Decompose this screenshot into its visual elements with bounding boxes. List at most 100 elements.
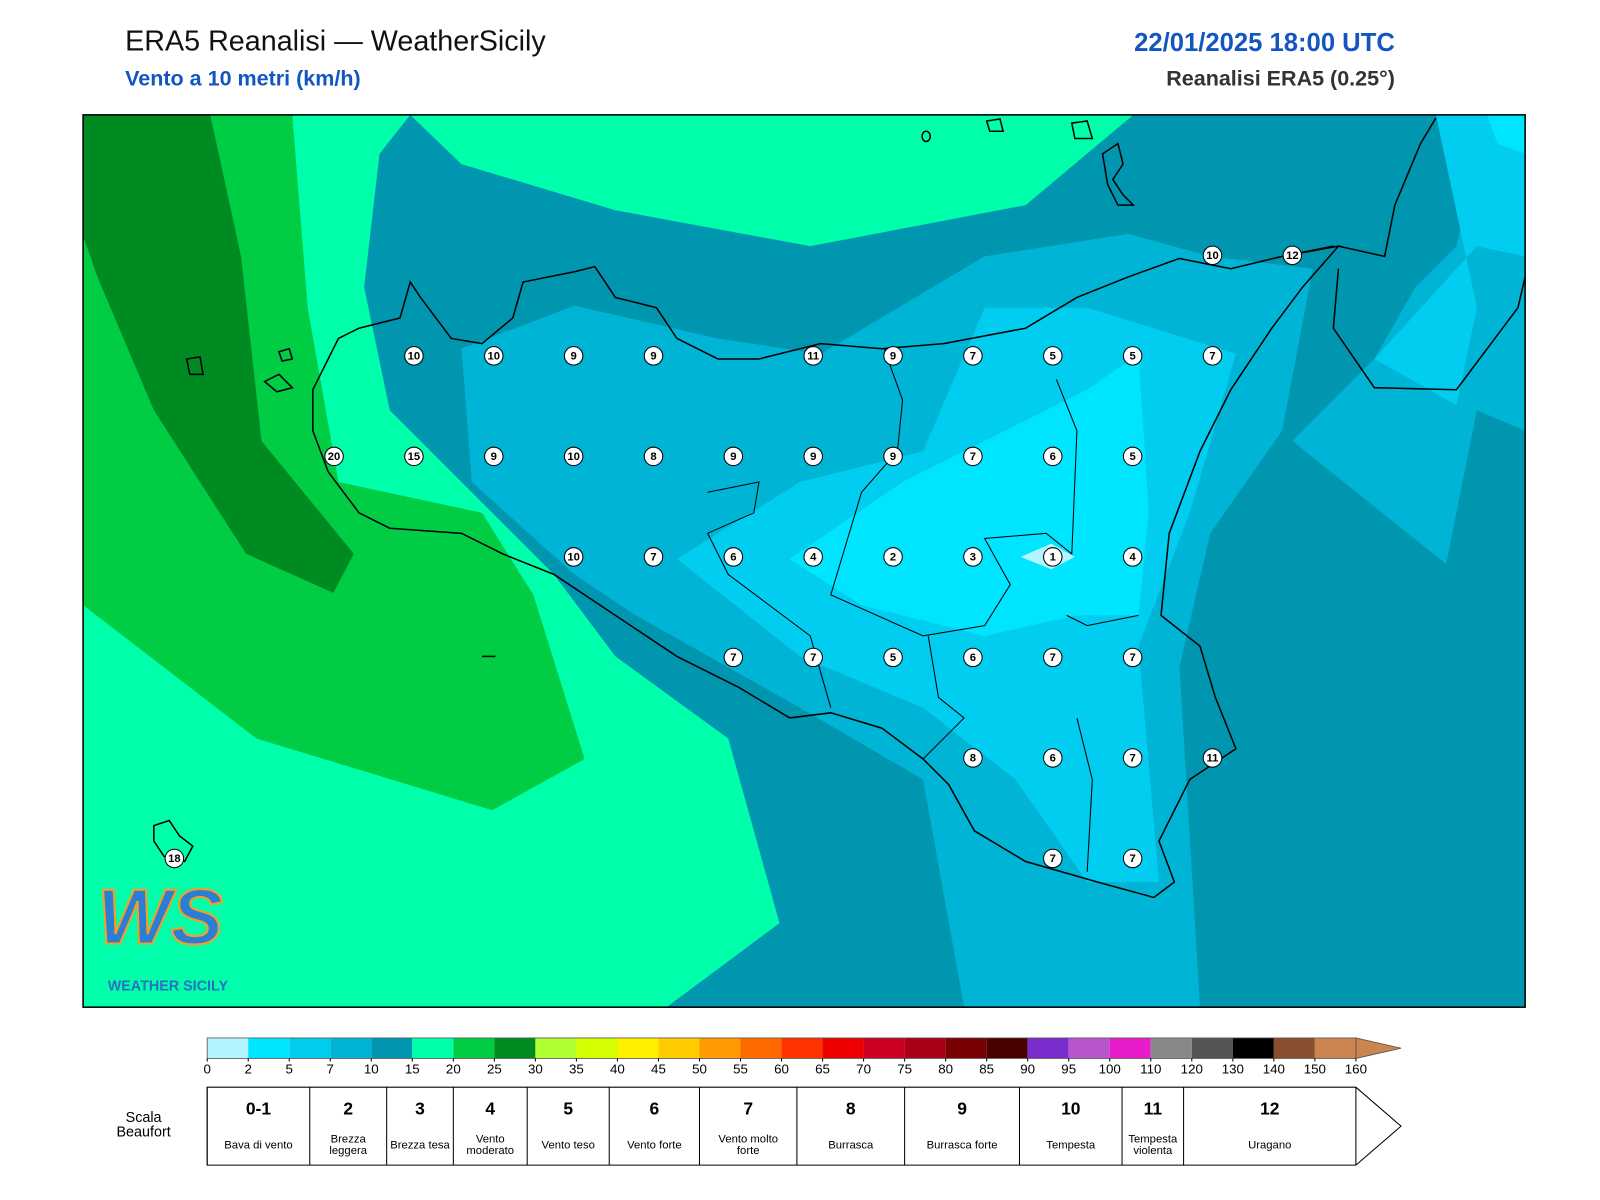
colorbar-tick-label: 7 [327,1061,334,1076]
colorbar-tick-label: 150 [1304,1061,1326,1076]
logo-mark: WS [97,873,223,961]
beaufort-force: 2 [343,1098,353,1118]
station-marker [563,547,584,567]
beaufort-label-box: Burrasca forte [926,1138,998,1152]
station-marker [1122,748,1143,768]
colorbar-segment [330,1037,372,1059]
colorbar-segment [289,1037,331,1059]
station-marker [1043,547,1063,567]
station-marker [1282,245,1303,266]
beaufort-label: Burrasca forte [926,1138,998,1152]
station-marker [803,446,823,467]
colorbar-tick-label: 50 [692,1061,707,1076]
colorbar-segment [822,1037,864,1059]
station-marker [1122,647,1143,668]
station-value: 8 [970,752,976,764]
colorbar-tick-label: 120 [1181,1061,1203,1076]
beaufort-title-box: Scala Beaufort [116,1110,170,1139]
beaufort-label: Tempesta [1046,1138,1096,1152]
colorbar-segment [207,1037,249,1059]
beaufort-label-box: Burrasca [828,1138,874,1152]
colorbar-segment [412,1037,454,1059]
station-marker [643,446,664,467]
colorbar-tick-label: 160 [1345,1061,1367,1076]
colorbar-segment [1068,1037,1110,1059]
map: 10 12 10 10 9 9 11 9 7 5 5 7 20 15 9 10 8 9 9 9 7 6 5 10 7 6 4 2 3 1 4… [83,114,1526,1008]
beaufort-label-box: Vento molto forte [718,1133,778,1157]
station-marker [1122,547,1143,567]
logo-caption: WEATHER SICILY [108,978,229,994]
province-border [706,348,1139,872]
colorbar-segment [617,1037,659,1059]
station-value: 12 [1286,250,1299,262]
station-value: 7 [650,551,656,563]
station-marker [1043,748,1063,768]
colorbar-tick-label: 130 [1222,1061,1244,1076]
beaufort-force: 10 [1061,1098,1080,1118]
title: ERA5 Reanalisi — WeatherSicily [125,26,546,58]
station-value: 4 [1130,551,1137,563]
colorbar-segment [740,1037,782,1059]
sicily-coast [312,245,1341,899]
station-value: 18 [168,853,181,865]
beaufort-label: Burrasca [828,1138,874,1152]
station-value: 9 [730,451,736,463]
colorbar-segment [945,1037,987,1059]
beaufort-force: 8 [846,1098,856,1118]
colorbar-tick-label: 65 [815,1061,830,1076]
colorbar-tick-label: 110 [1140,1061,1161,1076]
beaufort-label: Vento teso [541,1138,595,1152]
colorbar-tick-label: 75 [897,1061,912,1076]
station-value: 5 [890,652,896,664]
station-value: 7 [730,652,736,664]
station-marker [1043,647,1063,668]
station-value: 10 [408,350,421,362]
wind-field [83,114,354,593]
station-value: 7 [810,652,816,664]
colorbar-segment [576,1037,618,1059]
station-marker [1122,446,1143,467]
colorbar-segment [1232,1037,1274,1059]
colorbar-segment [986,1037,1028,1059]
beaufort-label: Vento molto forte [718,1133,778,1157]
beaufort-label: Brezza tesa [390,1138,450,1152]
station-marker [723,647,744,668]
station-value: 10 [1206,250,1219,262]
station-value: 10 [567,451,580,463]
station-marker [1202,245,1223,266]
station-marker [803,647,823,668]
station-value: 6 [1050,752,1056,764]
colorbar-tick-label: 55 [733,1061,748,1076]
station-value: 5 [1050,350,1056,362]
colorbar-tick-label: 5 [286,1061,293,1076]
colorbar-tick-label: 90 [1020,1061,1035,1076]
station-marker [883,647,903,668]
station-value: 7 [970,451,976,463]
date: 22/01/2025 18:00 UTC [1134,29,1395,57]
colorbar: 0 2 5 7 10 15 20 25 30 35 40 45 50 55 60 65 70 75 80 85 90 95… [203,1037,1402,1076]
wind-field [1374,114,1526,406]
beaufort-force: 3 [415,1098,425,1118]
beaufort-label-box: Vento moderato [466,1133,515,1157]
colorbar-extension [1355,1037,1402,1059]
station-marker [1043,446,1063,467]
colorbar-segment [1314,1037,1356,1059]
station-marker [963,647,983,668]
colorbar-tick-label: 140 [1263,1061,1285,1076]
station-value: 7 [1050,853,1056,865]
wind-field [83,114,1134,1008]
beaufort-force: 4 [485,1098,495,1118]
station-marker [643,346,664,366]
station-marker [963,748,983,768]
colorbar-segment [1150,1037,1192,1059]
station-value: 3 [970,551,976,563]
beaufort-force: 0-1 [246,1098,271,1118]
beaufort-label: Vento moderato [466,1133,515,1157]
station-value: 11 [1207,752,1219,764]
station-marker [404,446,424,467]
colorbar-segment [781,1037,823,1059]
colorbar-tick-label: 40 [610,1061,625,1076]
station-marker [1122,346,1143,366]
colorbar-tick-label: 25 [487,1061,502,1076]
station-value: 11 [807,350,819,362]
